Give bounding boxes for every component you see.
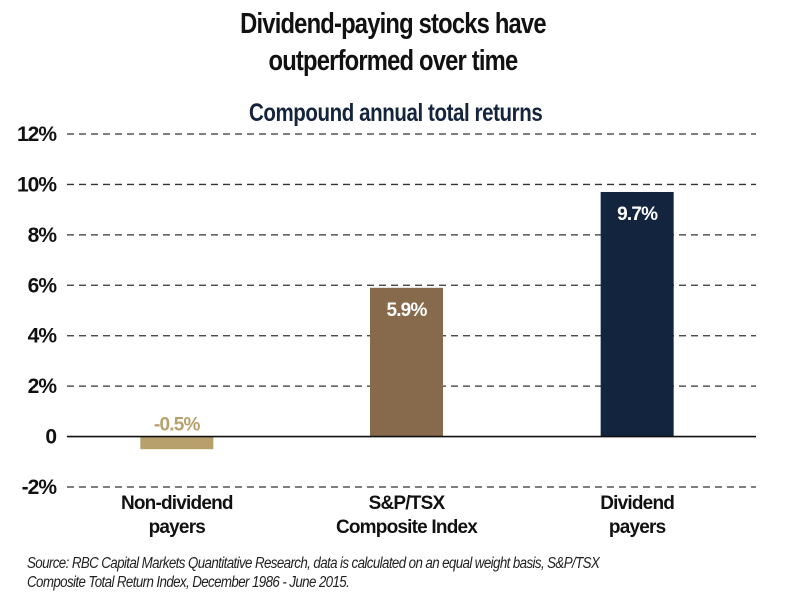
data-label: 5.9% bbox=[386, 300, 427, 321]
y-tick-label: 0 bbox=[45, 426, 56, 449]
x-category-label: Dividend bbox=[600, 493, 674, 514]
x-category-label: Non-dividend bbox=[121, 493, 233, 514]
bar bbox=[140, 436, 214, 450]
chart-subtitle: Compound annual total returns bbox=[248, 99, 543, 127]
bar bbox=[600, 191, 674, 437]
x-category-label: payers bbox=[609, 517, 666, 538]
chart-title: Dividend-paying stocks have outperformed… bbox=[71, 6, 715, 80]
y-tick-label: 2% bbox=[28, 375, 58, 398]
source-note: Source: RBC Capital Markets Quantitative… bbox=[27, 554, 767, 592]
chart-title-line-1: Dividend-paying stocks have bbox=[240, 8, 546, 40]
x-category-label: S&P/TSX bbox=[369, 493, 446, 514]
x-category-label: Composite Index bbox=[336, 517, 478, 538]
y-tick-label: 4% bbox=[28, 325, 58, 348]
data-label: -0.5% bbox=[154, 415, 201, 436]
bars bbox=[140, 191, 674, 450]
y-tick-label: 6% bbox=[28, 274, 58, 297]
x-category-label: payers bbox=[149, 517, 206, 538]
bar bbox=[370, 287, 443, 437]
y-axis-ticks: 12% 10% 8% 6% 4% 2% 0 -2% bbox=[17, 123, 58, 499]
y-tick-label: -2% bbox=[22, 476, 58, 499]
x-axis-categories: Non-dividend payers S&P/TSX Composite Index… bbox=[121, 493, 675, 538]
data-label: 9.7% bbox=[617, 204, 658, 225]
source-line-2: Composite Total Return Index, December 1… bbox=[27, 574, 350, 591]
gridlines bbox=[67, 133, 756, 488]
chart-title-line-2: outperformed over time bbox=[268, 45, 519, 77]
source-line-1: Source: RBC Capital Markets Quantitative… bbox=[27, 555, 600, 572]
y-tick-label: 10% bbox=[17, 173, 57, 196]
y-tick-label: 8% bbox=[28, 224, 58, 247]
y-tick-label: 12% bbox=[17, 123, 57, 146]
data-labels: -0.5% 5.9% 9.7% bbox=[154, 204, 659, 436]
